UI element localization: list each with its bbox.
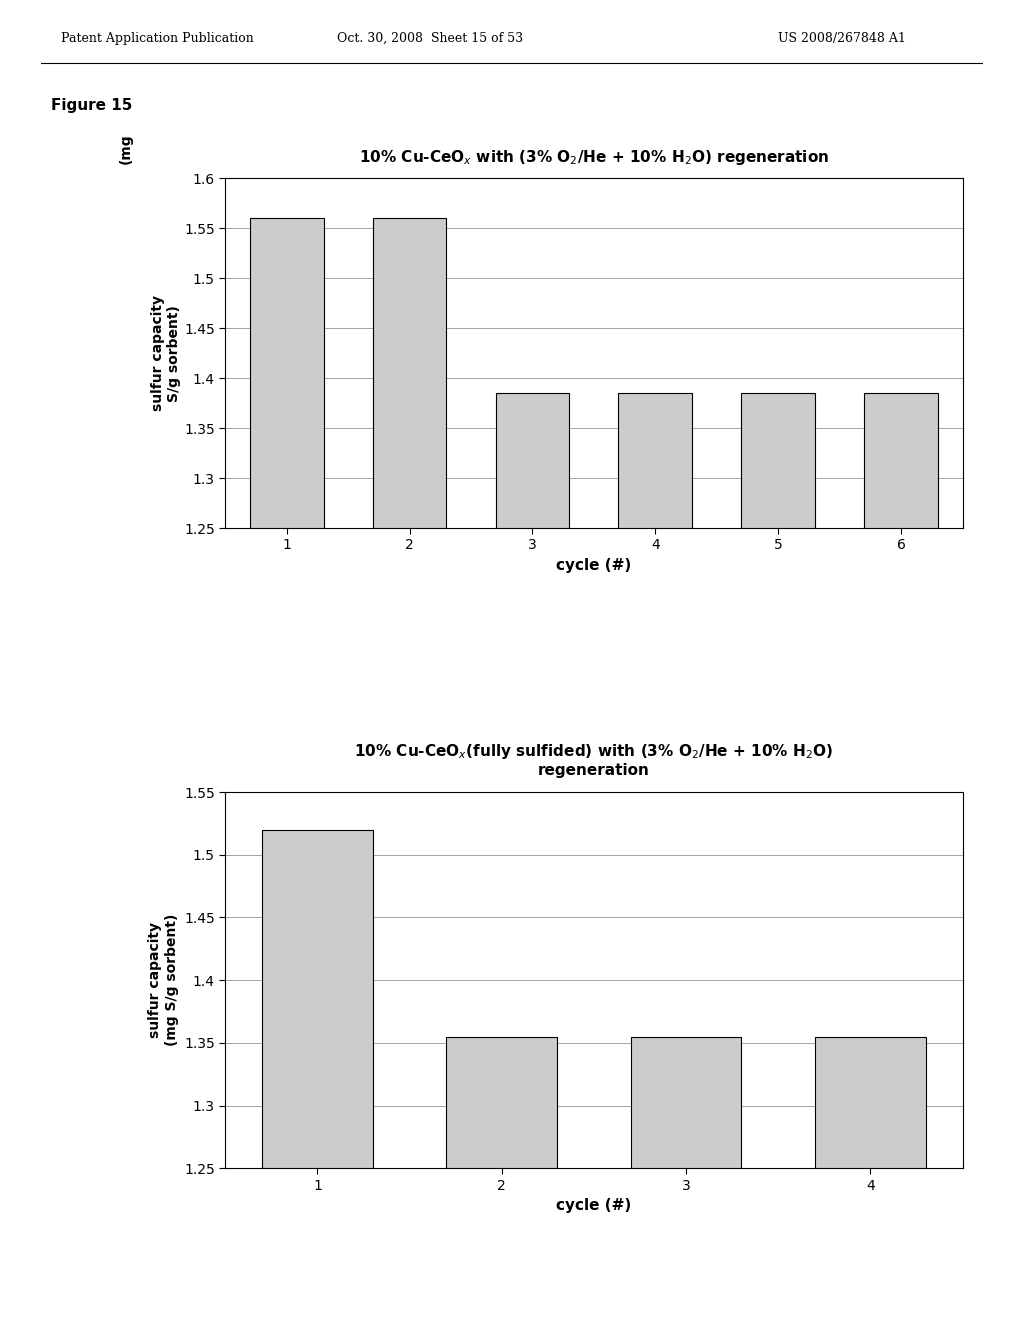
Text: Patent Application Publication: Patent Application Publication xyxy=(61,32,254,45)
Bar xyxy=(262,830,373,1168)
Text: Oct. 30, 2008  Sheet 15 of 53: Oct. 30, 2008 Sheet 15 of 53 xyxy=(337,32,523,45)
Bar xyxy=(373,218,446,528)
Text: US 2008/267848 A1: US 2008/267848 A1 xyxy=(778,32,906,45)
Text: Figure 15: Figure 15 xyxy=(51,98,132,114)
Title: 10% Cu-CeO$_x$ with (3% O$_2$/He + 10% H$_2$O) regeneration: 10% Cu-CeO$_x$ with (3% O$_2$/He + 10% H… xyxy=(358,148,829,166)
Y-axis label: sulfur capacity
(mg S/g sorbent): sulfur capacity (mg S/g sorbent) xyxy=(148,913,178,1047)
Bar xyxy=(618,393,692,528)
Bar xyxy=(496,393,569,528)
Bar xyxy=(631,1036,741,1168)
Bar xyxy=(250,218,324,528)
Text: (mg: (mg xyxy=(119,133,133,164)
Y-axis label: sulfur capacity
S/g sorbent): sulfur capacity S/g sorbent) xyxy=(152,296,181,411)
Bar xyxy=(815,1036,926,1168)
Title: 10% Cu-CeO$_x$(fully sulfided) with (3% O$_2$/He + 10% H$_2$O)
regeneration: 10% Cu-CeO$_x$(fully sulfided) with (3% … xyxy=(354,742,834,779)
Bar xyxy=(741,393,815,528)
Bar xyxy=(864,393,938,528)
X-axis label: cycle (#): cycle (#) xyxy=(556,1199,632,1213)
X-axis label: cycle (#): cycle (#) xyxy=(556,558,632,573)
Bar xyxy=(446,1036,557,1168)
